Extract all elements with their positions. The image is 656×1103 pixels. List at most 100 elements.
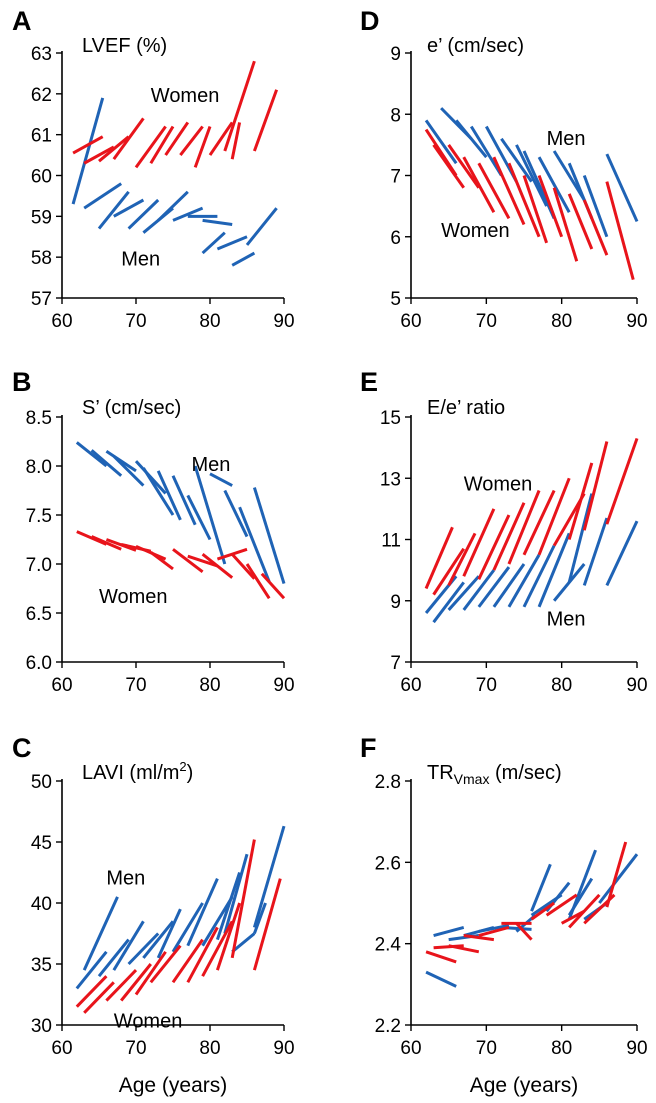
trend-segment-men xyxy=(605,520,639,587)
trend-segment-men xyxy=(156,908,182,959)
x-tick-label: 70 xyxy=(125,675,146,696)
trend-segment-men xyxy=(209,472,233,487)
trend-segment-men xyxy=(171,475,197,526)
trend-segment-women xyxy=(252,89,279,152)
y-tick-label: 8.5 xyxy=(26,408,52,429)
series-label-men: Men xyxy=(192,454,231,476)
trend-segment-women xyxy=(432,144,465,189)
trend-segment-men xyxy=(537,532,571,608)
panel-letter: E xyxy=(360,367,378,397)
trend-segment-men xyxy=(82,896,119,971)
x-tick-label: 90 xyxy=(626,675,647,696)
x-tick-label: 80 xyxy=(199,311,220,332)
trend-segment-men xyxy=(530,863,552,912)
trend-segment-women xyxy=(193,125,212,168)
x-tick-label: 90 xyxy=(273,311,294,332)
series-women xyxy=(72,60,279,169)
trend-segment-men xyxy=(97,190,130,230)
trend-segment-men xyxy=(112,920,145,971)
trend-segment-men xyxy=(252,902,267,935)
trend-segment-women xyxy=(187,554,218,568)
trend-segment-men xyxy=(252,487,286,585)
trend-segment-men xyxy=(231,251,256,267)
trend-segment-men xyxy=(515,144,548,207)
trend-segment-men xyxy=(432,581,465,624)
x-tick-label: 60 xyxy=(400,675,421,696)
x-tick-label: 80 xyxy=(551,675,572,696)
trend-segment-men xyxy=(537,156,571,213)
series-men xyxy=(75,441,286,585)
axis-title: e’ (cm/sec) xyxy=(427,35,524,57)
x-axis-label: Age (years) xyxy=(119,1074,228,1097)
trend-segment-women xyxy=(492,502,526,571)
trend-segment-men xyxy=(492,563,526,608)
trend-segment-men xyxy=(71,97,105,205)
y-tick-label: 8.0 xyxy=(26,457,52,478)
panel-letter: A xyxy=(12,6,32,36)
trend-segment-women xyxy=(507,489,541,565)
x-tick-label: 70 xyxy=(125,311,146,332)
trend-segment-women xyxy=(83,981,115,1014)
x-tick-label: 80 xyxy=(551,1038,572,1059)
trend-segment-men xyxy=(157,190,189,222)
panel-f: F TRVmax (m/sec) 2.2 2.4 2.6 2.8 60 70 80 90 Age (… xyxy=(360,733,648,1097)
y-tick-label: 15 xyxy=(380,408,401,429)
y-tick-label: 7 xyxy=(390,167,401,188)
trend-segment-women xyxy=(477,162,511,220)
series-label-women: Women xyxy=(99,586,168,608)
y-tick-label: 7.0 xyxy=(26,555,52,576)
series-women xyxy=(425,841,628,964)
trend-segment-women xyxy=(230,122,242,160)
panel-b: B S’ (cm/sec) 6.0 6.5 7.0 7.5 8.0 8.5 60 70 80 90 Me… xyxy=(12,367,295,696)
x-tick-label: 90 xyxy=(626,311,647,332)
trend-segment-men xyxy=(112,455,145,487)
trend-segment-women xyxy=(582,441,609,531)
trend-segment-men xyxy=(127,198,160,230)
panel-letter: C xyxy=(12,733,32,763)
trend-segment-men xyxy=(97,938,130,978)
y-tick-label: 35 xyxy=(31,955,52,976)
series-women xyxy=(424,437,639,596)
trend-segment-women xyxy=(105,969,138,1002)
x-tick-label: 80 xyxy=(199,675,220,696)
panel-letter: B xyxy=(12,367,32,397)
trend-segment-men xyxy=(605,153,639,223)
trend-segment-women xyxy=(260,572,286,600)
trend-segment-women xyxy=(149,551,174,571)
trend-segment-women xyxy=(164,121,190,156)
trend-segment-men xyxy=(215,872,242,941)
trend-segment-men xyxy=(156,470,182,521)
trend-segment-women xyxy=(186,926,219,984)
trend-segment-men xyxy=(567,849,597,920)
y-tick-label: 11 xyxy=(381,531,401,552)
series-label-women: Women xyxy=(441,220,510,242)
trend-segment-women xyxy=(477,514,511,580)
y-tick-label: 59 xyxy=(31,207,52,228)
trend-segment-men xyxy=(83,182,123,210)
trend-segment-women xyxy=(171,938,204,984)
trend-segment-women xyxy=(432,547,465,596)
x-tick-label: 60 xyxy=(51,675,72,696)
trend-segment-women xyxy=(567,462,594,540)
y-tick-label: 5 xyxy=(390,289,401,310)
x-tick-label: 60 xyxy=(51,311,72,332)
trend-segment-men xyxy=(582,174,609,238)
trend-segment-women xyxy=(605,437,639,525)
trend-segment-women xyxy=(215,902,242,971)
y-tick-label: 2.6 xyxy=(375,853,401,874)
trend-segment-women xyxy=(179,125,204,157)
trend-segment-men xyxy=(105,450,137,473)
trend-segment-women xyxy=(478,925,510,937)
trend-segment-women xyxy=(522,489,556,556)
trend-segment-men xyxy=(598,853,639,904)
trend-segment-men xyxy=(223,853,249,934)
x-tick-label: 90 xyxy=(626,1038,647,1059)
trend-segment-men xyxy=(455,119,488,159)
trend-segment-women xyxy=(567,193,594,250)
trend-segment-women xyxy=(424,526,454,590)
trend-segment-women xyxy=(492,156,526,226)
y-tick-label: 2.2 xyxy=(375,1016,401,1037)
y-tick-label: 30 xyxy=(31,1016,52,1037)
series-label-men: Men xyxy=(547,608,586,630)
